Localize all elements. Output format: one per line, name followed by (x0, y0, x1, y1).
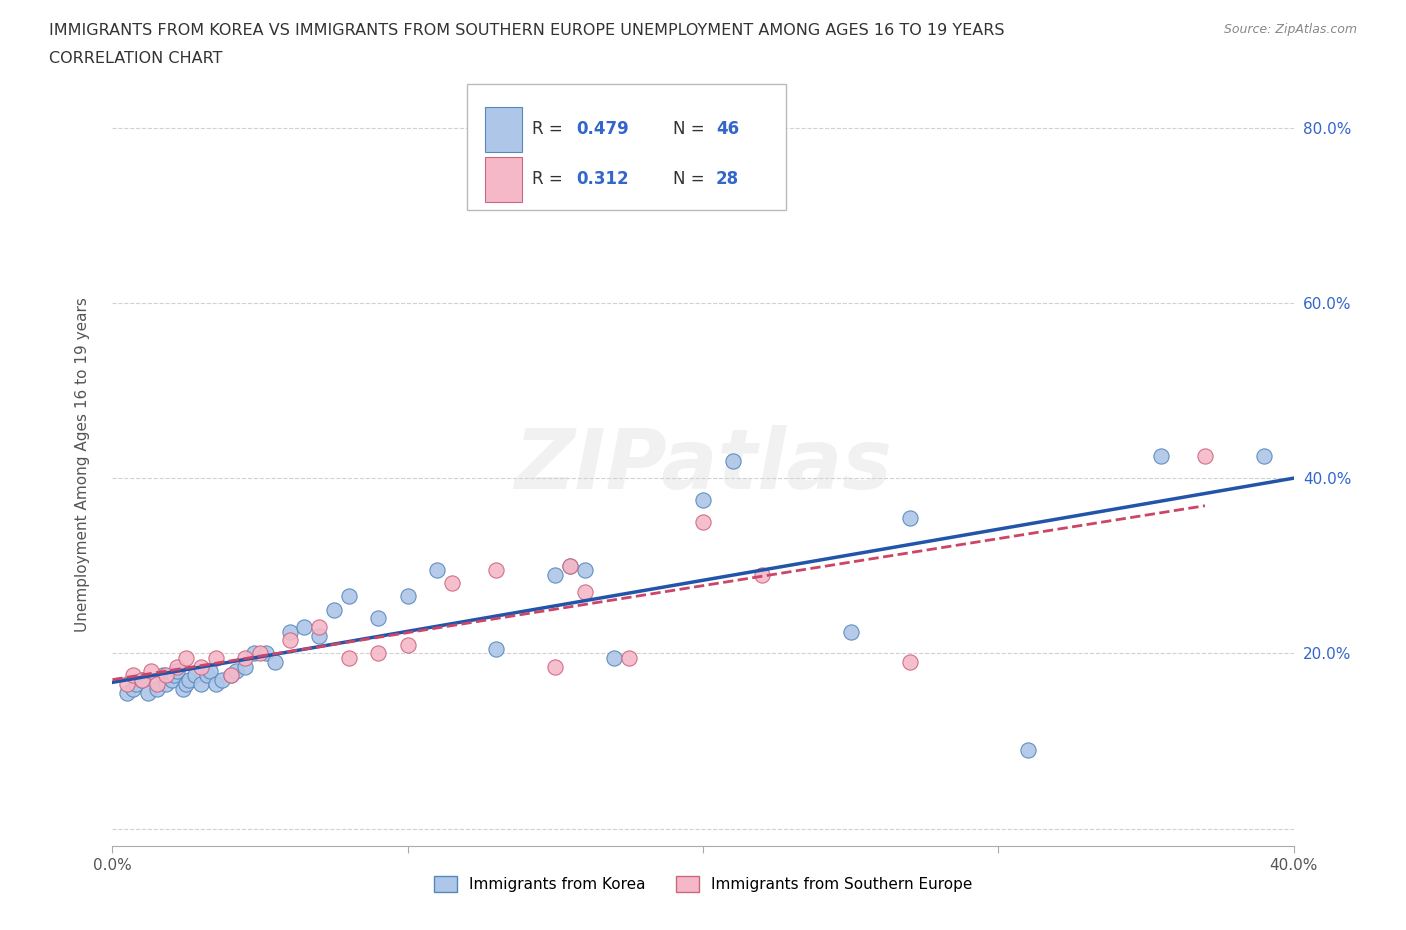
Point (1194, 449, 1216, 464)
Point (174, 677, 197, 692)
Point (558, 558, 582, 573)
Point (485, 563, 508, 578)
Point (396, 637, 419, 652)
Point (485, 642, 508, 657)
Point (125, 677, 148, 692)
Point (692, 514, 714, 529)
Text: 46: 46 (716, 121, 740, 139)
Point (839, 624, 862, 639)
Point (136, 685, 159, 700)
Point (233, 659, 256, 674)
Point (160, 672, 183, 687)
Point (179, 672, 201, 687)
Point (308, 629, 330, 644)
Point (155, 668, 177, 683)
Point (441, 576, 464, 591)
Point (1150, 449, 1173, 464)
Point (619, 650, 641, 665)
Point (172, 681, 194, 696)
Point (898, 655, 921, 670)
Point (544, 659, 567, 674)
Point (139, 663, 162, 678)
Point (1017, 742, 1039, 757)
Point (122, 668, 145, 683)
Text: 0.312: 0.312 (576, 170, 630, 188)
FancyBboxPatch shape (467, 84, 786, 209)
Text: R =: R = (531, 170, 568, 188)
Point (692, 493, 714, 508)
Point (233, 650, 256, 665)
Text: 28: 28 (716, 170, 740, 188)
Point (225, 663, 247, 678)
Point (292, 619, 315, 634)
Point (152, 668, 174, 683)
Point (337, 589, 360, 604)
Point (184, 668, 207, 683)
Point (396, 589, 419, 604)
Point (117, 677, 138, 692)
Point (308, 619, 330, 634)
Point (254, 646, 277, 661)
Legend: Immigrants from Korea, Immigrants from Southern Europe: Immigrants from Korea, Immigrants from S… (433, 876, 973, 892)
Point (574, 563, 596, 578)
Point (278, 624, 301, 639)
Point (426, 563, 449, 578)
Point (146, 681, 169, 696)
FancyBboxPatch shape (485, 107, 522, 152)
Point (198, 663, 221, 678)
Point (117, 685, 138, 700)
Point (166, 659, 188, 674)
Point (195, 668, 218, 683)
FancyBboxPatch shape (485, 156, 522, 202)
Text: ZIPatlas: ZIPatlas (515, 424, 891, 506)
Point (131, 672, 153, 687)
Point (249, 646, 271, 661)
Text: Source: ZipAtlas.com: Source: ZipAtlas.com (1223, 23, 1357, 36)
Point (367, 611, 389, 626)
Text: IMMIGRANTS FROM KOREA VS IMMIGRANTS FROM SOUTHERN EUROPE UNEMPLOYMENT AMONG AGES: IMMIGRANTS FROM KOREA VS IMMIGRANTS FROM… (49, 23, 1005, 38)
Point (190, 677, 212, 692)
Point (721, 453, 744, 468)
Point (544, 567, 567, 582)
Point (278, 633, 301, 648)
Point (1253, 449, 1275, 464)
Point (558, 558, 582, 573)
Point (264, 655, 287, 670)
Point (131, 672, 153, 687)
Point (174, 650, 197, 665)
Point (205, 650, 228, 665)
Text: N =: N = (673, 121, 710, 139)
Point (219, 668, 242, 683)
Point (603, 650, 626, 665)
Point (219, 668, 242, 683)
Text: CORRELATION CHART: CORRELATION CHART (49, 51, 222, 66)
Y-axis label: Unemployment Among Ages 16 to 19 years: Unemployment Among Ages 16 to 19 years (75, 298, 90, 632)
Text: 0.479: 0.479 (576, 121, 630, 139)
Point (155, 677, 177, 692)
Point (166, 663, 188, 678)
Point (163, 668, 186, 683)
Point (211, 672, 233, 687)
Point (574, 585, 596, 600)
Point (122, 681, 145, 696)
Text: N =: N = (673, 170, 710, 188)
Point (323, 603, 346, 618)
Text: R =: R = (531, 121, 568, 139)
Point (190, 659, 212, 674)
Point (337, 650, 360, 665)
Point (243, 646, 266, 661)
Point (146, 677, 169, 692)
Point (898, 511, 921, 525)
Point (751, 567, 773, 582)
Point (205, 677, 228, 692)
Point (367, 646, 389, 661)
